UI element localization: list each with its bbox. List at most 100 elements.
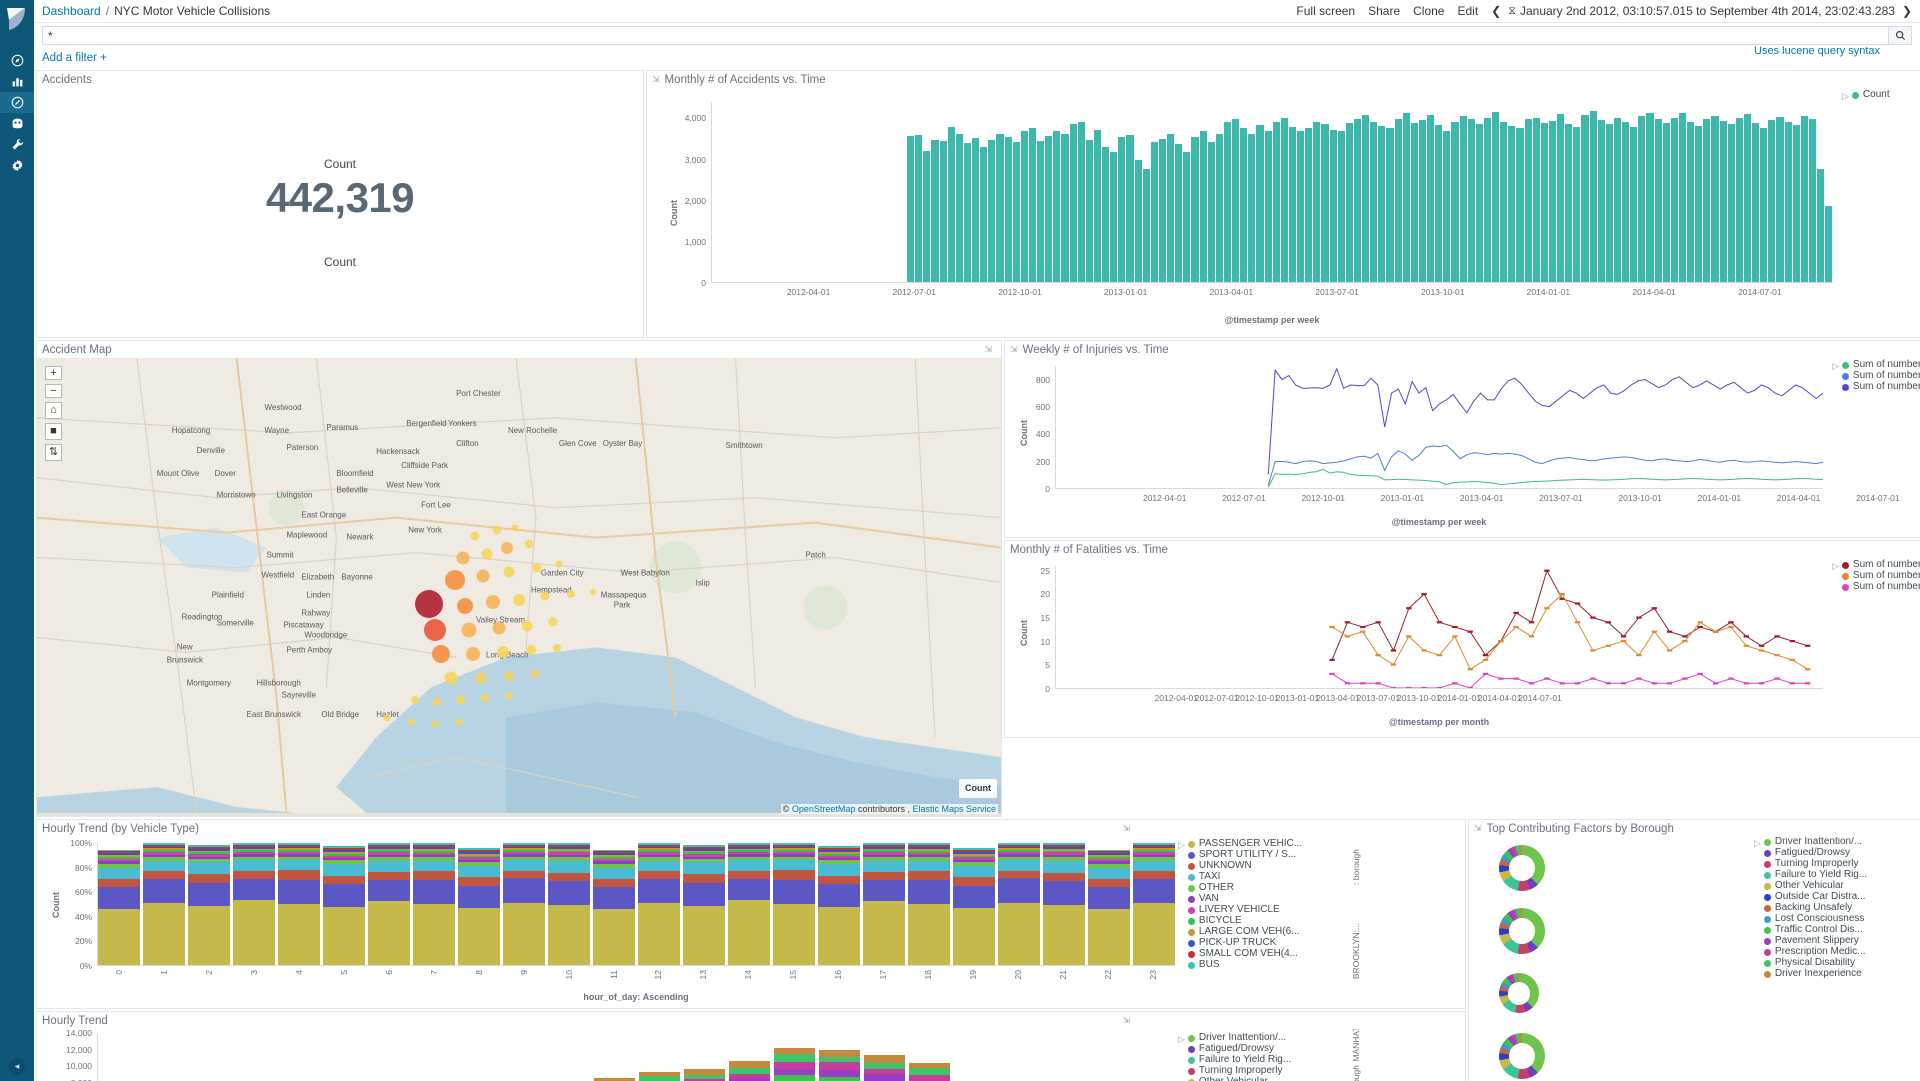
stack-segment[interactable] xyxy=(143,902,185,965)
stack-segment[interactable] xyxy=(1133,843,1175,845)
bar[interactable] xyxy=(1467,119,1475,282)
collapse-nav-button[interactable]: ◂ xyxy=(8,1058,26,1075)
stack-segment[interactable] xyxy=(953,861,995,866)
stack-segment[interactable] xyxy=(1133,860,1175,871)
stack-segment[interactable] xyxy=(1043,881,1085,906)
stack-segment[interactable] xyxy=(1043,850,1085,853)
stack-segment[interactable] xyxy=(143,848,185,851)
data-point[interactable] xyxy=(1682,639,1688,643)
stack-segment[interactable] xyxy=(1133,870,1175,879)
stack-segment[interactable] xyxy=(98,853,140,856)
stack-segment[interactable] xyxy=(323,864,365,876)
stack-segment[interactable] xyxy=(593,851,635,854)
stack-segment[interactable] xyxy=(953,877,995,886)
data-point[interactable] xyxy=(1360,625,1366,629)
bar[interactable] xyxy=(1085,139,1093,282)
stack-segment[interactable] xyxy=(1043,843,1085,846)
data-point[interactable] xyxy=(1436,621,1443,624)
stack-segment[interactable] xyxy=(863,843,905,845)
stack-segment[interactable] xyxy=(863,900,905,965)
stack-segment[interactable] xyxy=(638,844,680,847)
stack-segment[interactable] xyxy=(143,844,185,847)
bar[interactable] xyxy=(1727,124,1735,282)
stack-segment[interactable] xyxy=(323,848,365,850)
stack-segment[interactable] xyxy=(728,846,770,849)
legend-item[interactable]: Traffic Control Dis... xyxy=(1763,924,1867,936)
stack-segment[interactable] xyxy=(728,854,770,857)
data-point[interactable] xyxy=(1360,682,1366,685)
stack-segment[interactable] xyxy=(683,862,725,875)
bar[interactable] xyxy=(1760,128,1768,282)
stack-segment[interactable] xyxy=(728,879,770,901)
stack-segment[interactable] xyxy=(503,902,545,965)
stack-segment[interactable] xyxy=(188,852,230,855)
stack-segment[interactable] xyxy=(728,1060,770,1068)
stack-segment[interactable] xyxy=(1088,878,1130,888)
stack-segment[interactable] xyxy=(728,1067,770,1075)
stack-segment[interactable] xyxy=(863,871,905,880)
data-point[interactable] xyxy=(1344,682,1351,685)
stack-segment[interactable] xyxy=(188,854,230,857)
stack-segment[interactable] xyxy=(548,857,590,861)
stack-segment[interactable] xyxy=(278,854,320,857)
stack-segment[interactable] xyxy=(683,1074,725,1079)
bar[interactable] xyxy=(1573,127,1581,282)
data-point[interactable] xyxy=(1467,668,1473,671)
stack-segment[interactable] xyxy=(593,861,635,864)
stack-segment[interactable] xyxy=(998,878,1040,903)
legend-item[interactable]: SPORT UTILITY / S... xyxy=(1187,849,1302,861)
stack-segment[interactable] xyxy=(323,855,365,858)
bar[interactable] xyxy=(1110,151,1118,282)
data-point[interactable] xyxy=(1774,635,1780,638)
stack-segment[interactable] xyxy=(818,846,860,849)
bar[interactable] xyxy=(1589,111,1597,282)
stacked-bar[interactable] xyxy=(638,843,680,965)
bar[interactable] xyxy=(1264,131,1272,282)
stack-segment[interactable] xyxy=(818,855,860,858)
stack-segment[interactable] xyxy=(863,1054,905,1063)
stacked-bar[interactable] xyxy=(233,843,275,965)
stack-segment[interactable] xyxy=(143,852,185,855)
map-fit-bounds-button[interactable]: ⌂ xyxy=(45,402,62,419)
bar[interactable] xyxy=(1825,206,1833,282)
stack-segment[interactable] xyxy=(638,1075,680,1081)
stack-segment[interactable] xyxy=(818,907,860,965)
stack-segment[interactable] xyxy=(368,852,410,855)
bar[interactable] xyxy=(1638,115,1646,282)
stack-segment[interactable] xyxy=(863,879,905,901)
data-point[interactable] xyxy=(1728,625,1734,629)
donut-chart[interactable] xyxy=(1499,1033,1545,1080)
bar[interactable] xyxy=(1045,136,1053,282)
stack-segment[interactable] xyxy=(863,860,905,872)
data-point[interactable] xyxy=(1804,668,1811,671)
sidebar-item-management[interactable] xyxy=(0,155,34,176)
data-point[interactable] xyxy=(1605,644,1611,647)
bar[interactable] xyxy=(972,138,980,282)
legend-item[interactable]: PASSENGER VEHIC... xyxy=(1187,838,1302,850)
sidebar-item-dev-tools[interactable] xyxy=(0,134,34,155)
bar[interactable] xyxy=(1792,124,1800,282)
data-point[interactable] xyxy=(1452,635,1458,638)
stack-segment[interactable] xyxy=(458,851,500,854)
bar[interactable] xyxy=(1223,122,1231,282)
stack-segment[interactable] xyxy=(728,848,770,851)
legend-item[interactable]: Sum of number_of... xyxy=(1841,570,1920,582)
stack-segment[interactable] xyxy=(503,870,545,879)
bar[interactable] xyxy=(1134,160,1142,282)
bar[interactable] xyxy=(1711,115,1719,282)
stack-segment[interactable] xyxy=(683,882,725,907)
data-point[interactable] xyxy=(1697,625,1703,629)
stack-segment[interactable] xyxy=(998,902,1040,965)
stack-segment[interactable] xyxy=(593,863,635,868)
stack-segment[interactable] xyxy=(908,848,950,851)
bar[interactable] xyxy=(1662,123,1670,282)
bar[interactable] xyxy=(1800,115,1808,282)
stack-segment[interactable] xyxy=(908,845,950,847)
bar[interactable] xyxy=(1743,114,1751,282)
stack-segment[interactable] xyxy=(908,870,950,881)
stack-segment[interactable] xyxy=(413,843,455,846)
stack-segment[interactable] xyxy=(863,857,905,861)
bar[interactable] xyxy=(1297,131,1305,282)
legend-item[interactable]: Pavement Slippery xyxy=(1763,935,1867,947)
bar[interactable] xyxy=(1459,115,1467,282)
